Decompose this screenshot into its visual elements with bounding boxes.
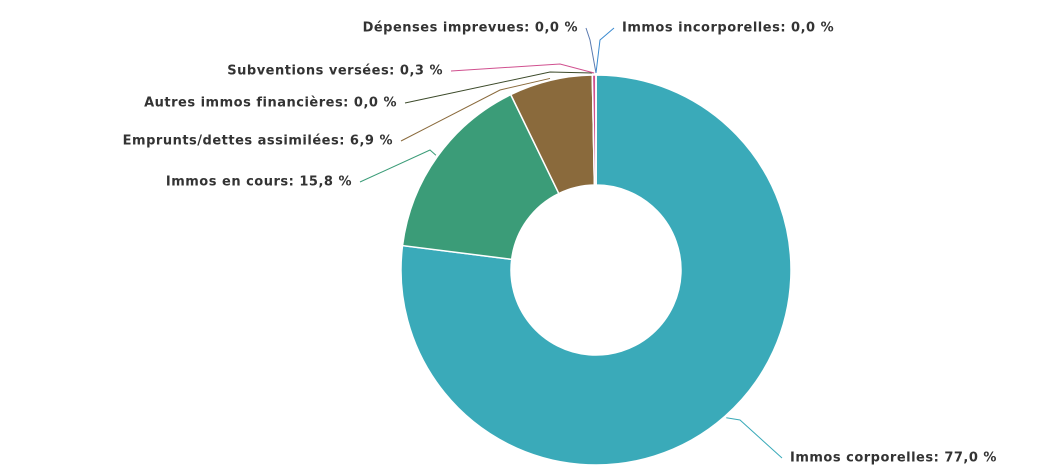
leader-line	[400, 77, 551, 142]
data-label: Dépenses imprevues: 0,0 %	[363, 21, 578, 36]
data-label: Immos incorporelles: 0,0 %	[622, 21, 834, 36]
data-label: Emprunts/dettes assimilées: 6,9 %	[123, 134, 393, 149]
leader-line	[585, 27, 597, 74]
data-label: Autres immos financières: 0,0 %	[144, 96, 397, 111]
donut-slice	[401, 93, 560, 261]
leader-line	[450, 63, 595, 74]
data-label: Subventions versées: 0,3 %	[227, 64, 443, 79]
leader-line	[404, 71, 593, 104]
data-label: Immos corporelles: 77,0 %	[790, 451, 997, 466]
leader-line	[359, 149, 437, 183]
donut-slice	[400, 74, 792, 466]
leader-line	[726, 417, 783, 459]
data-label: Immos en cours: 15,8 %	[166, 175, 352, 190]
leader-line	[595, 27, 615, 74]
